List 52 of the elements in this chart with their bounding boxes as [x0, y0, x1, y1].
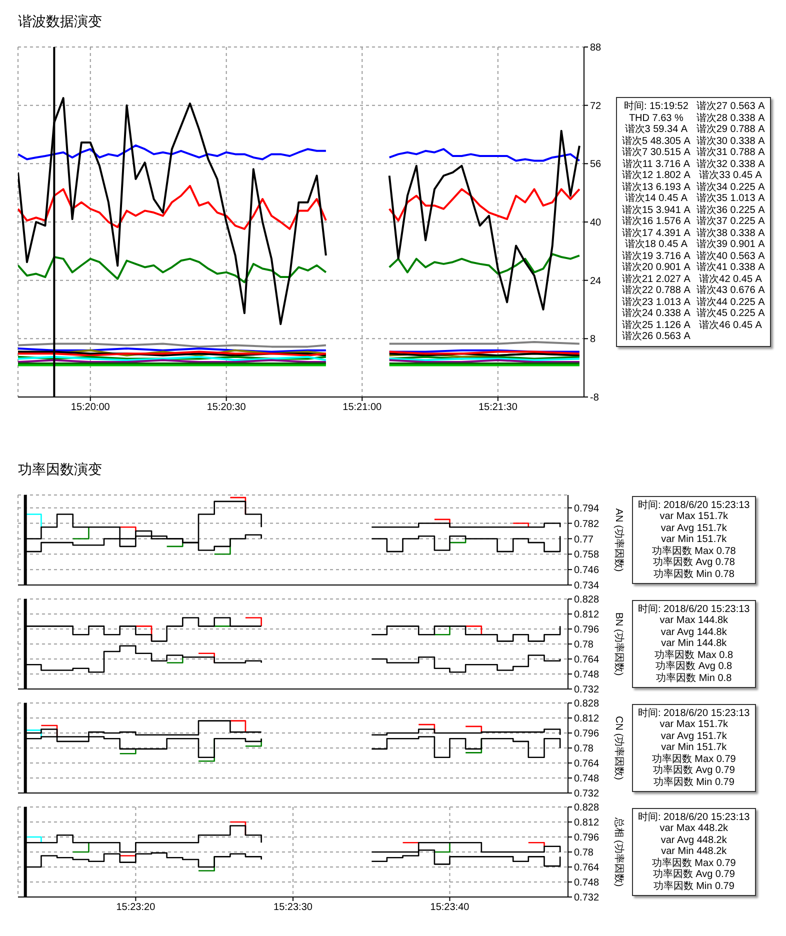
y-tick-label: 0.78 — [574, 744, 594, 755]
y-tick-label: 0.77 — [574, 534, 594, 546]
y-tick-label: 0.812 — [574, 610, 600, 621]
y-tick-label: 0.828 — [574, 802, 600, 814]
y-tick-label: 40 — [590, 218, 602, 229]
y-tick-label: 0.732 — [574, 788, 600, 800]
y-tick-label: 0.764 — [574, 758, 600, 770]
y-tick-label: 88 — [590, 42, 602, 54]
y-tick-label: 0.748 — [574, 774, 600, 785]
y-tick-label: 0.782 — [574, 518, 600, 530]
tooltip-box: 时间: 2018/6/20 15:23:13 var Max 151.7k var Avg 151.7k var Min 151.7k 功率因数 Max 0.79 功率因数 Avg 0.79 功率因数 Min 0.79 — [632, 704, 756, 792]
y-tick-label: 0.732 — [574, 684, 600, 696]
y-axis-title: CN (功率因数) — [613, 716, 624, 780]
y-tick-label: 72 — [590, 100, 602, 112]
x-tick-label: 15:21:30 — [478, 402, 518, 414]
y-tick-label: 0.758 — [574, 550, 600, 561]
y-tick-label: 0.734 — [574, 580, 600, 592]
x-tick-label: 15:20:00 — [70, 402, 110, 414]
y-tick-label: 56 — [590, 159, 602, 170]
x-tick-label: 15:23:30 — [274, 902, 313, 914]
y-tick-label: 0.812 — [574, 818, 600, 829]
x-tick-label: 15:23:20 — [116, 902, 156, 914]
x-tick-label: 15:20:30 — [206, 402, 246, 414]
y-tick-label: 0.78 — [574, 848, 594, 859]
y-tick-label: 0.812 — [574, 714, 600, 725]
y-tick-label: 0.732 — [574, 892, 600, 904]
y-tick-label: 0.828 — [574, 698, 600, 710]
y-tick-label: 0.828 — [574, 594, 600, 606]
y-tick-label: 0.748 — [574, 878, 600, 889]
y-tick-label: 8 — [590, 334, 596, 346]
y-tick-label: 0.796 — [574, 832, 600, 844]
y-axis-title: AN (功率因数) — [613, 508, 624, 572]
y-tick-label: -8 — [590, 392, 600, 404]
y-tick-label: 0.748 — [574, 670, 600, 681]
y-tick-label: 0.78 — [574, 640, 594, 651]
y-tick-label: 0.796 — [574, 728, 600, 740]
x-tick-label: 15:21:00 — [342, 402, 382, 414]
tooltip-box: 时间: 2018/6/20 15:23:13 var Max 151.7k var Avg 151.7k var Min 151.7k 功率因数 Max 0.78 功率因数 Avg 0.78 功率因数 Min 0.78 — [632, 496, 756, 584]
y-axis-title: BN (功率因数) — [613, 612, 624, 676]
y-tick-label: 0.796 — [574, 624, 600, 636]
y-tick-label: 0.746 — [574, 565, 600, 576]
y-tick-label: 24 — [590, 276, 602, 287]
chart-title: 谐波数据演变 — [18, 13, 102, 29]
tooltip-box: 时间: 2018/6/20 15:23:13 var Max 448.2k var Avg 448.2k var Min 448.2k 功率因数 Max 0.79 功率因数 Avg 0.79 功率因数 Min 0.79 — [632, 808, 756, 896]
y-tick-label: 0.764 — [574, 654, 600, 666]
x-tick-label: 15:23:40 — [430, 902, 470, 914]
y-axis-title: 总相 (功率因数) — [613, 817, 624, 887]
y-tick-label: 0.794 — [574, 503, 600, 514]
y-tick-label: 0.764 — [574, 862, 600, 874]
tooltip-box: 时间: 2018/6/20 15:23:13 var Max 144.8k var Avg 144.8k var Min 144.8k 功率因数 Max 0.8 功率因数 Avg 0.8 功率因数 Min 0.8 — [632, 600, 756, 688]
tooltip-box: 时间: 15:19:52 THD 7.63 % 谐次3 59.34 A 谐次5 48.305 A 谐次7 30.515 A 谐次11 3.716 A 谐次12 1.802 A 谐次13 6.193 A 谐次14 0.45 A 谐次15 3.941 A 谐次16 1.576 A 谐次17 4.391 A 谐次18 0.45 A 谐次19 3.716 A 谐次20 0.901 A 谐次21 2.027 A 谐次22 0.788 A 谐次23 1.013 A 谐次24 0.338 A 谐次25 1.126 A 谐次26 0.563 A 谐次27 0.563 A 谐次28 0.338 A 谐次29 0.788 A 谐次30 0.338 A 谐次31 0.788 A 谐次32 0.338 A 谐次33 0.45 A 谐次34 0.225 A 谐次35 1.013 A 谐次36 0.225 A 谐次37 0.225 A 谐次38 0.338 A 谐次39 0.901 A 谐次40 0.563 A 谐次41 0.338 A 谐次42 0.45 A 谐次43 0.676 A 谐次44 0.225 A 谐次45 0.225 A 谐次46 0.45 A — [616, 97, 771, 347]
chart-title: 功率因数演变 — [18, 461, 102, 477]
